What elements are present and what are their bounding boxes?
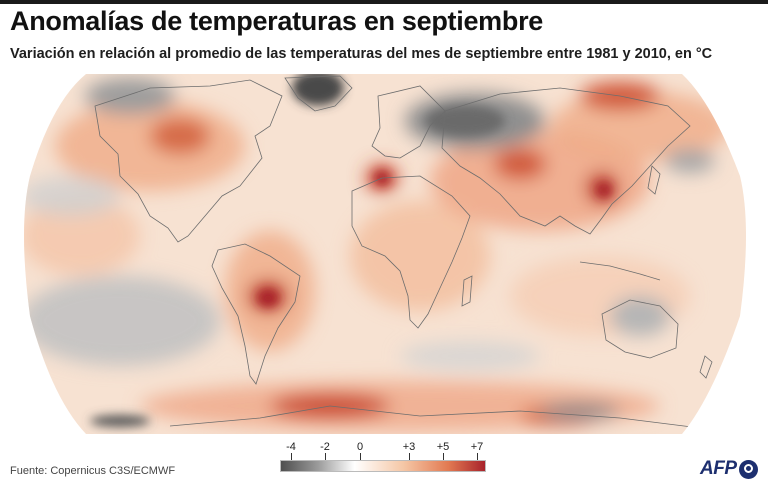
legend-gradient-bar	[280, 460, 486, 472]
afp-logo: AFP	[700, 458, 758, 480]
legend-tick-label: -2	[320, 441, 330, 453]
coastlines	[94, 75, 713, 429]
legend-tick-label: +3	[402, 441, 416, 453]
color-legend: -4 -2 0 +3 +5 +7	[278, 441, 488, 476]
legend-tick-mark	[360, 453, 361, 460]
antarctica-outline	[169, 405, 701, 429]
legend-tick-label: -4	[286, 441, 296, 453]
world-anomaly-map	[24, 74, 746, 434]
indonesia-outline	[579, 261, 661, 281]
legend-tick-mark	[443, 453, 444, 460]
europe-outline	[371, 85, 446, 159]
legend-tick-label: +5	[436, 441, 450, 453]
legend-tick-label: 0	[356, 441, 364, 453]
top-rule	[0, 0, 768, 4]
japan-outline	[647, 165, 661, 195]
chart-subtitle: Variación en relación al promedio de las…	[10, 46, 713, 62]
anomaly-field	[24, 74, 746, 434]
africa-outline	[351, 175, 471, 329]
afp-logo-mark	[738, 459, 758, 479]
north-america-outline	[94, 79, 283, 243]
new-zealand-outline	[699, 355, 713, 379]
afp-logo-text: AFP	[700, 458, 737, 479]
legend-tick-mark	[477, 453, 478, 460]
asia-outline	[441, 87, 691, 235]
legend-tick-mark	[325, 453, 326, 460]
source-credit: Fuente: Copernicus C3S/ECMWF	[10, 465, 176, 477]
south-america-outline	[211, 243, 301, 385]
chart-title: Anomalías de temperaturas en septiembre	[10, 6, 543, 36]
legend-tick-mark	[291, 453, 292, 460]
legend-tick-label: +7	[470, 441, 484, 453]
anomaly-blobs	[24, 78, 730, 431]
greenland-outline	[284, 75, 353, 112]
madagascar-outline	[461, 275, 473, 307]
legend-tick-mark	[409, 453, 410, 460]
australia-outline	[601, 299, 679, 359]
anomaly-extremes	[90, 74, 612, 427]
